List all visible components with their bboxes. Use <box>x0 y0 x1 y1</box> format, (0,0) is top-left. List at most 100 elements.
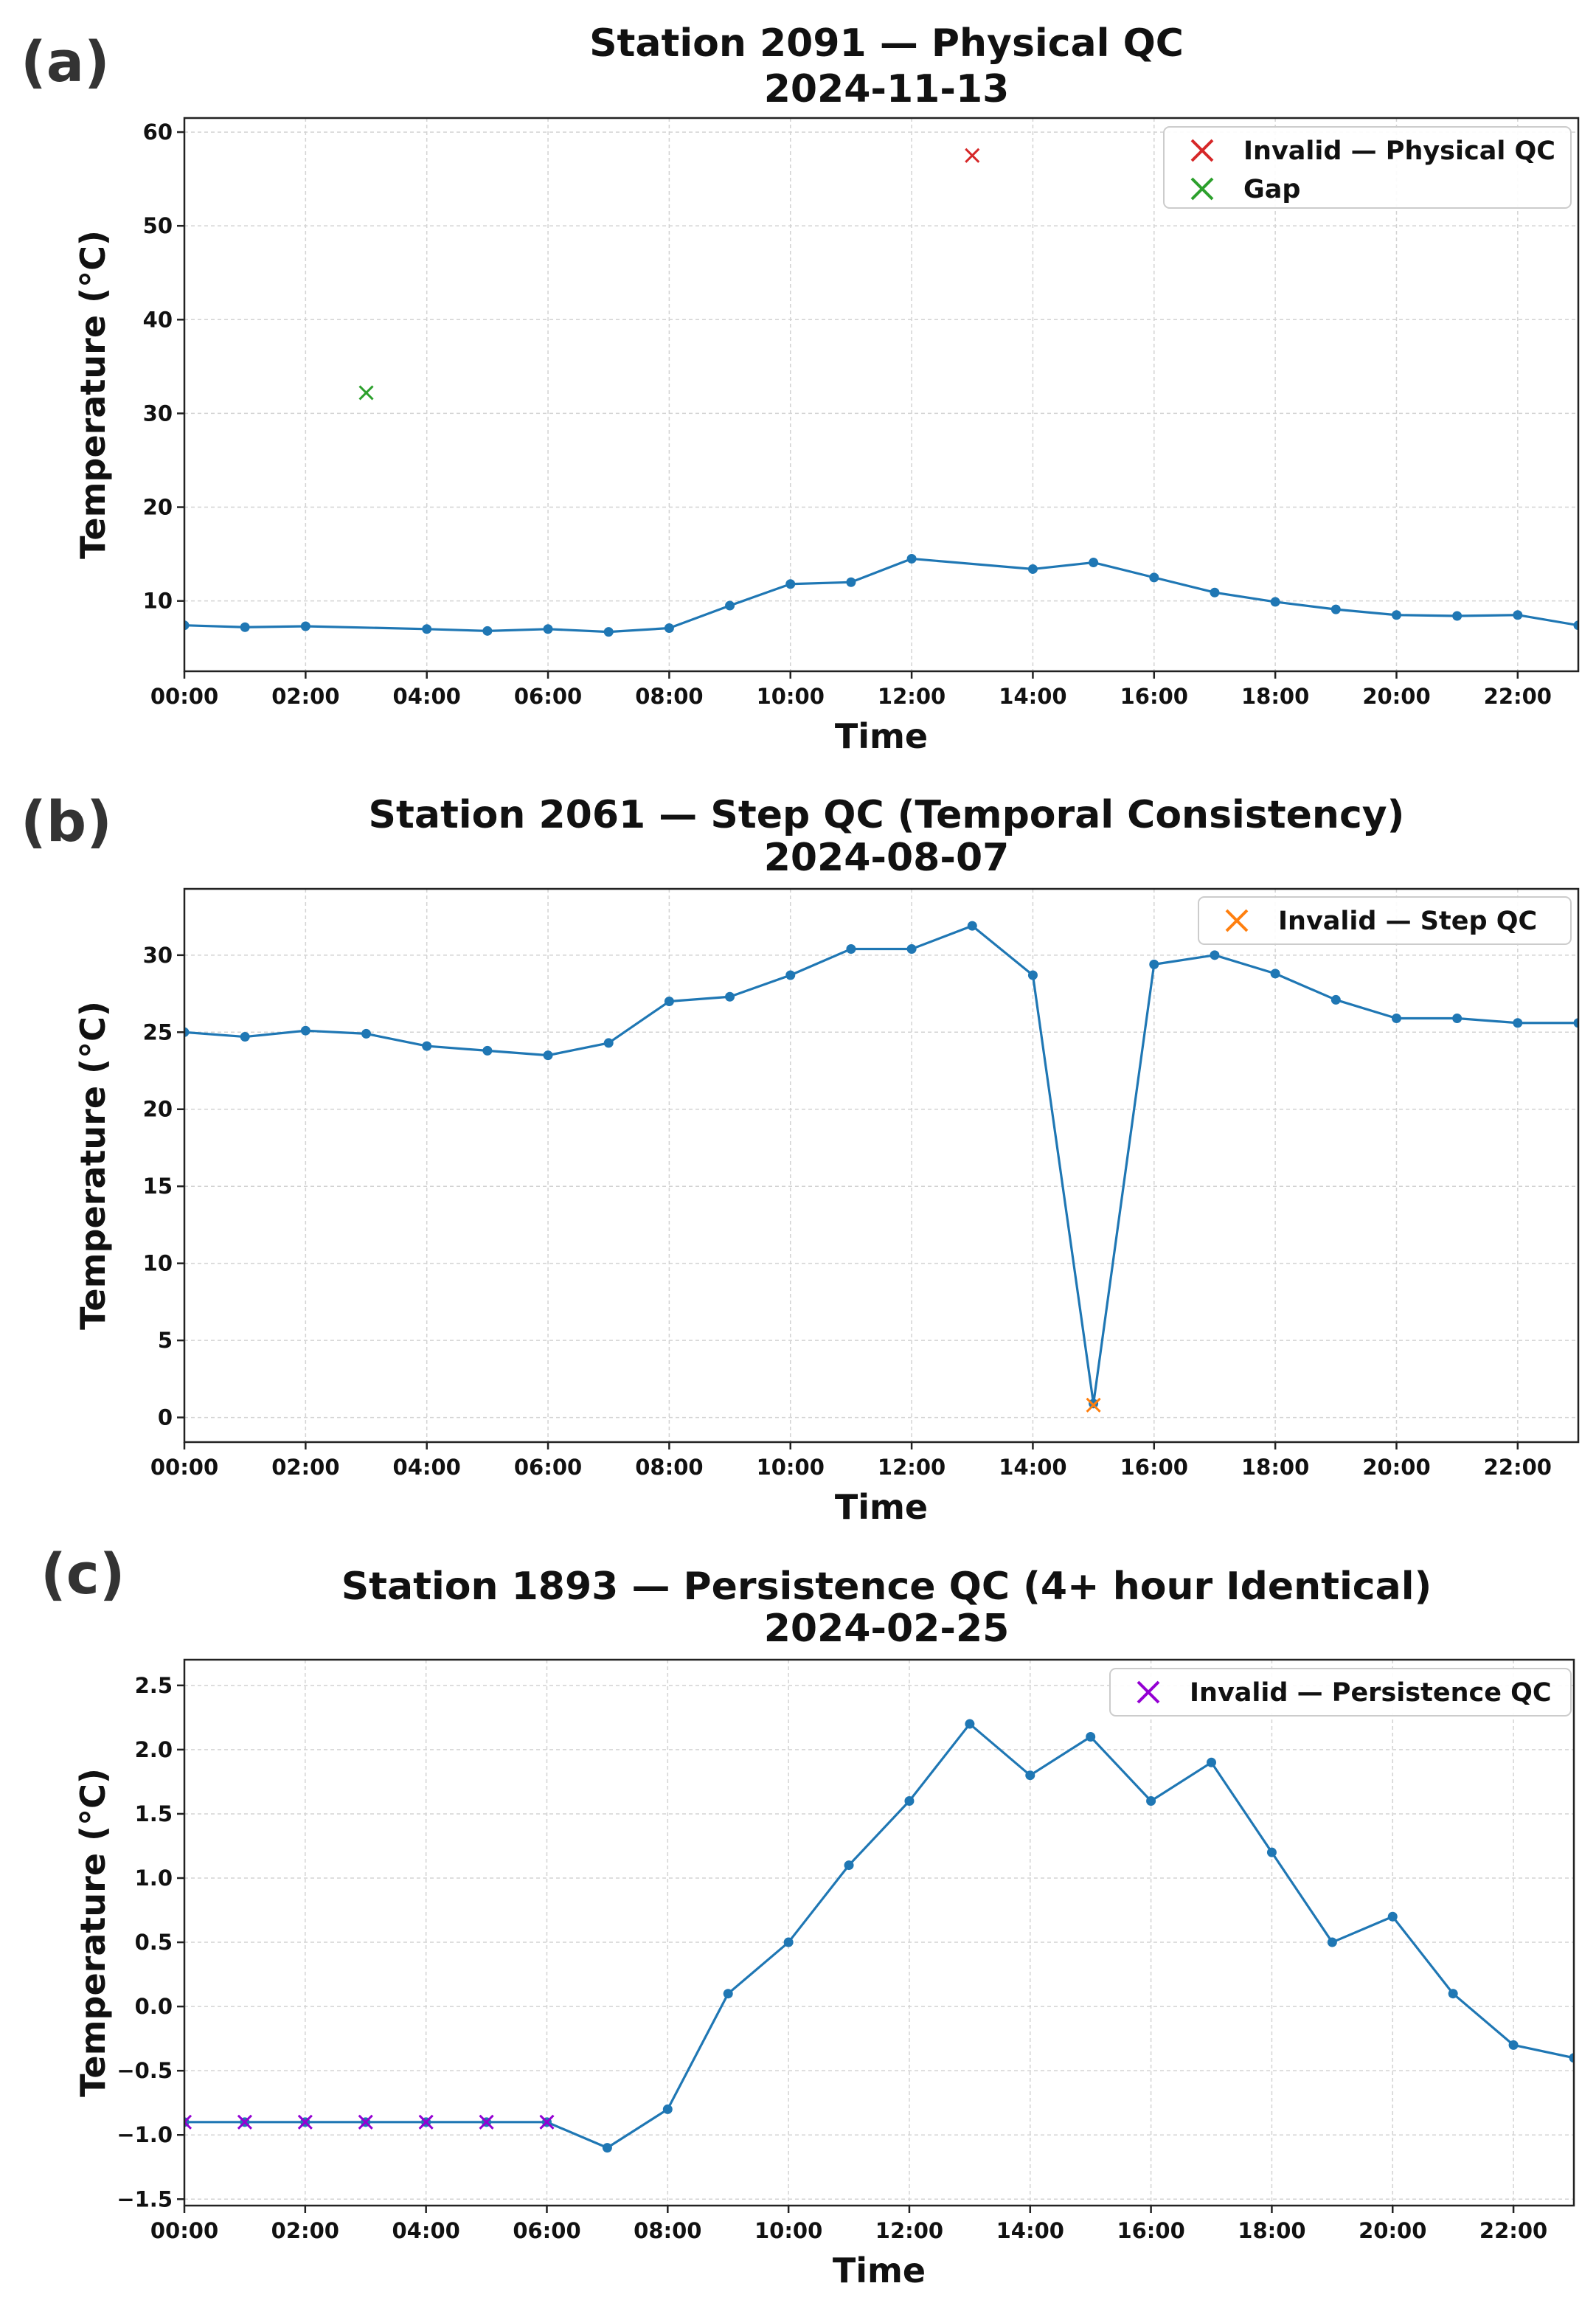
data-point <box>361 1028 372 1039</box>
x-tick-label: 00:00 <box>150 2218 218 2243</box>
x-tick-label: 04:00 <box>392 2218 459 2243</box>
panel-label: (a) <box>21 29 110 94</box>
y-tick-label: 60 <box>143 119 173 145</box>
legend: Invalid — Step QC <box>1198 896 1572 945</box>
legend-box <box>1163 126 1572 209</box>
data-point <box>300 621 310 631</box>
data-point <box>664 997 674 1007</box>
x-tick-label: 10:00 <box>757 684 825 709</box>
x-tick-label: 06:00 <box>514 1455 582 1480</box>
data-point <box>1452 1013 1463 1023</box>
legend-marker <box>1190 177 1214 201</box>
data-point <box>783 1937 794 1947</box>
series-line <box>184 1722 1574 2150</box>
chart-title: Station 2091 — Physical QC <box>589 21 1184 66</box>
x-tick-label: 00:00 <box>150 1455 218 1480</box>
flag-marker <box>184 2114 192 2130</box>
y-tick-label: 0.0 <box>135 1994 173 2019</box>
data-point <box>300 1025 310 1036</box>
data-point <box>1448 1989 1458 1999</box>
data-point <box>422 624 432 634</box>
legend: Invalid — Physical QC Gap <box>1163 126 1572 209</box>
chart-title: Station 1893 — Persistence QC (4+ hour I… <box>341 1565 1432 1609</box>
data-point <box>1210 587 1220 597</box>
x-tick-label: 08:00 <box>634 2218 701 2243</box>
y-axis-label: Temperature (°C) <box>73 1001 113 1330</box>
y-tick-label: 0.5 <box>135 1930 173 1955</box>
plot-area <box>184 1719 1574 2153</box>
legend-entry: Gap <box>1243 175 1300 204</box>
legend-marker <box>1137 1680 1160 1704</box>
data-point <box>482 626 493 636</box>
x-axis-label: Time <box>835 1487 928 1527</box>
data-point <box>785 970 796 980</box>
data-point <box>240 622 250 632</box>
x-tick-label: 06:00 <box>513 2218 580 2243</box>
data-point <box>965 1719 975 1729</box>
flag-marker <box>297 2114 313 2130</box>
legend-marker <box>1225 909 1249 932</box>
x-tick-label: 10:00 <box>754 2218 822 2243</box>
x-tick-label: 20:00 <box>1359 2218 1426 2243</box>
flag-marker <box>358 2114 373 2130</box>
legend-entry: Invalid — Step QC <box>1278 907 1537 936</box>
flag-marker <box>358 385 374 401</box>
data-point <box>1513 610 1523 620</box>
x-tick-label: 14:00 <box>999 1455 1066 1480</box>
data-point <box>240 1032 250 1042</box>
data-point <box>1508 2040 1519 2050</box>
x-tick-label: 18:00 <box>1238 2218 1305 2243</box>
data-point <box>1573 1018 1578 1028</box>
data-point <box>1270 969 1280 979</box>
flag-marker <box>237 2114 252 2130</box>
data-point <box>1327 1937 1337 1947</box>
data-point <box>422 1041 432 1051</box>
chart-title: Station 2061 — Step QC (Temporal Consist… <box>369 793 1405 837</box>
x-tick-label: 22:00 <box>1484 684 1552 709</box>
data-point <box>906 553 917 564</box>
y-tick-label: 1.5 <box>135 1801 173 1826</box>
y-tick-label: −1.5 <box>117 2186 173 2211</box>
legend-box <box>1198 896 1572 945</box>
x-tick-label: 08:00 <box>635 1455 703 1480</box>
data-point <box>1270 597 1280 607</box>
x-tick-label: 12:00 <box>878 684 946 709</box>
x-tick-label: 02:00 <box>271 1455 339 1480</box>
data-point <box>662 2104 673 2114</box>
data-point <box>1391 1013 1401 1023</box>
y-axis-label: Temperature (°C) <box>73 230 113 559</box>
y-tick-label: 15 <box>143 1174 173 1199</box>
flag-marker <box>479 2114 494 2130</box>
data-point <box>184 620 190 631</box>
y-tick-label: 0 <box>158 1405 173 1430</box>
data-point <box>1330 994 1341 1005</box>
plot-area <box>184 921 1578 1413</box>
chart-subtitle: 2024-08-07 <box>764 836 1010 880</box>
flag-marker <box>539 2114 555 2130</box>
panel-label: (c) <box>41 1541 125 1607</box>
data-point <box>846 943 856 954</box>
x-tick-label: 18:00 <box>1241 684 1309 709</box>
flag-marker <box>965 148 980 163</box>
flag-marker <box>1086 1397 1101 1413</box>
data-point <box>603 627 614 637</box>
y-tick-label: 2.0 <box>135 1737 173 1762</box>
x-tick-label: 00:00 <box>150 684 218 709</box>
data-point <box>725 600 735 611</box>
chart-subtitle: 2024-11-13 <box>764 67 1010 111</box>
data-point <box>1086 1731 1096 1742</box>
y-tick-label: 20 <box>143 495 173 520</box>
x-tick-label: 12:00 <box>875 2218 943 2243</box>
data-point <box>1513 1018 1523 1028</box>
data-point <box>543 624 553 634</box>
y-tick-label: 1.0 <box>135 1866 173 1891</box>
x-tick-label: 14:00 <box>999 684 1066 709</box>
data-point <box>1149 959 1159 969</box>
data-point <box>846 577 856 587</box>
y-tick-label: 10 <box>143 1251 173 1276</box>
x-tick-label: 16:00 <box>1117 2218 1184 2243</box>
y-tick-label: 40 <box>143 307 173 332</box>
data-point <box>1387 1911 1398 1922</box>
